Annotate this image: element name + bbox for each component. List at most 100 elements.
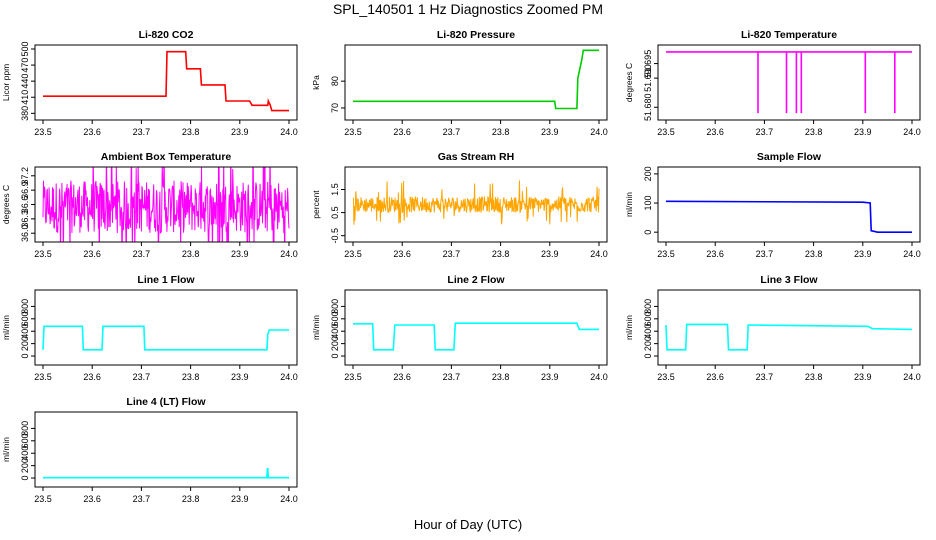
x-tick-label: 23.6 [83,127,101,137]
x-axis: 23.5 23.6 23.7 23.8 23.9 24.0 [657,120,921,137]
y-axis-label: ml/min [1,437,11,462]
x-tick-label: 24.0 [903,372,921,382]
y-tick-label: 70 [330,103,340,113]
x-axis: 23.5 23.6 23.7 23.8 23.9 24.0 [34,487,298,504]
y-tick-label: 800 [20,421,30,436]
x-axis: 23.5 23.6 23.7 23.8 23.9 24.0 [657,242,921,259]
series-group [665,323,913,351]
y-tick-label: 200 [20,458,30,473]
y-tick-label: 600 [20,433,30,448]
x-tick-label: 23.9 [854,249,872,259]
series-group [666,51,912,114]
x-tick-label: 23.5 [657,372,675,382]
panel-7: Line 1 Flow 23.5 23.6 23.7 23.8 23.9 24.0 0 2004… [1,274,298,382]
y-tick-label: -0.5 [330,228,340,244]
y-tick-label: 37.2 [20,167,30,185]
y-tick-label: 440 [20,74,30,89]
x-tick-label: 23.5 [657,127,675,137]
series-group [42,167,290,242]
x-tick-label: 23.7 [756,372,774,382]
panel-10: Line 4 (LT) Flow 23.5 23.6 23.7 23.8 23.9 24.0… [1,396,298,504]
x-tick-label: 24.0 [903,249,921,259]
x-axis: 23.5 23.6 23.7 23.8 23.9 24.0 [34,365,298,382]
panel-title: Line 4 (LT) Flow [126,396,206,408]
x-tick-label: 23.8 [182,372,200,382]
panel-title: Li-820 Pressure [437,29,515,41]
y-axis: -0.5 0.5 1.5 [330,183,345,243]
x-tick-label: 23.5 [34,372,52,382]
x-tick-label: 24.0 [590,372,608,382]
plot-frame [344,289,608,366]
y-tick-label: 380 [20,106,30,121]
y-tick-label: 600 [330,311,340,326]
panel-6: Sample Flow 23.5 23.6 23.7 23.8 23.9 24.0 0 100 2… [624,151,921,259]
y-tick-label: 36.9 [20,181,30,199]
x-tick-label: 23.8 [492,249,510,259]
y-tick-label: 500 [20,41,30,56]
x-axis: 23.5 23.6 23.7 23.8 23.9 24.0 [344,120,608,137]
series-line [353,49,599,110]
x-tick-label: 23.5 [34,494,52,504]
plot-frame [344,44,608,121]
x-tick-label: 24.0 [590,249,608,259]
series-line [665,323,913,351]
series-group [43,467,289,479]
x-tick-label: 24.0 [590,127,608,137]
figure-title: SPL_140501 1 Hz Diagnostics Zoomed PM [332,1,604,17]
x-tick-label: 23.6 [393,249,411,259]
series-group [665,200,912,233]
y-tick-label: 51.695 [643,50,653,78]
x-tick-label: 23.5 [34,249,52,259]
y-tick-label: 200 [20,336,30,351]
x-axis: 23.5 23.6 23.7 23.8 23.9 24.0 [34,120,298,137]
y-tick-label: 400 [20,446,30,461]
panel-4: Ambient Box Temperature 23.5 23.6 23.7 23.8 2… [1,151,298,259]
x-tick-label: 23.9 [854,372,872,382]
plot-frame [657,166,921,243]
panel-title: Ambient Box Temperature [101,151,232,163]
y-tick-label: 0 [643,230,653,235]
x-tick-label: 23.6 [393,127,411,137]
x-axis: 23.5 23.6 23.7 23.8 23.9 24.0 [344,242,608,259]
x-tick-label: 23.8 [805,372,823,382]
y-axis: 70 80 [330,76,345,113]
x-tick-label: 23.8 [805,127,823,137]
x-tick-label: 24.0 [280,249,298,259]
x-tick-label: 23.8 [182,494,200,504]
figure-xlabel: Hour of Day (UTC) [413,517,523,532]
y-tick-label: 0 [330,354,340,359]
plot-frame [34,44,298,121]
x-tick-label: 23.6 [706,249,724,259]
panel-8: Line 2 Flow 23.5 23.6 23.7 23.8 23.9 24.0 0 2004… [311,274,608,382]
y-tick-label: 200 [643,336,653,351]
x-axis: 23.5 23.6 23.7 23.8 23.9 24.0 [657,365,921,382]
x-tick-label: 23.7 [443,249,461,259]
x-tick-label: 23.7 [133,372,151,382]
y-axis-label: Licor ppm [1,64,11,101]
series-line [42,325,289,351]
panel-title: Gas Stream RH [438,151,514,163]
plot-frame [657,44,921,121]
y-tick-label: 400 [330,324,340,339]
x-axis: 23.5 23.6 23.7 23.8 23.9 24.0 [34,242,298,259]
plot-frame [344,166,608,243]
panel-title: Li-820 CO2 [139,29,194,41]
panel-1: Li-820 CO2 23.5 23.6 23.7 23.8 23.9 24.0 380410… [1,29,298,137]
x-tick-label: 23.5 [34,127,52,137]
x-tick-label: 23.6 [83,372,101,382]
y-tick-label: 0 [20,354,30,359]
series-group [353,322,599,351]
x-tick-label: 23.9 [541,127,559,137]
y-axis-label: degrees C [624,63,634,102]
x-tick-label: 23.7 [443,127,461,137]
x-tick-label: 23.8 [182,127,200,137]
y-tick-label: 400 [20,324,30,339]
